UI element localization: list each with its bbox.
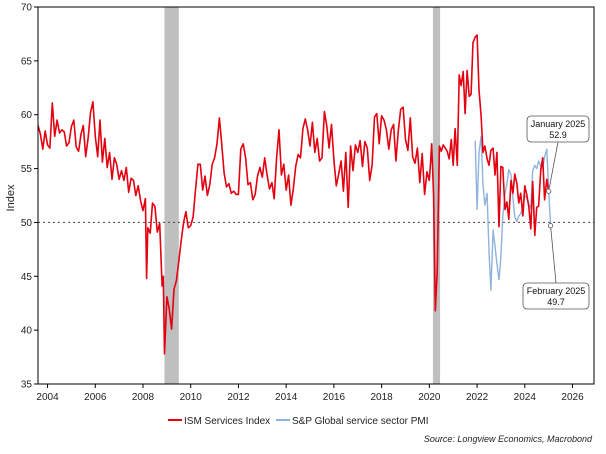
y-tick-label: 60	[21, 110, 33, 121]
x-tick-label: 2008	[132, 392, 155, 403]
callout-marker	[547, 223, 554, 229]
series-line-sp-global-pmi	[474, 135, 552, 291]
callout-label: February 2025	[527, 286, 586, 296]
axes: 35 40 45 50 55 60 65 70 2004 2006 2008 2010 2012 2014…	[21, 3, 595, 403]
x-tick-label: 2018	[370, 392, 393, 403]
callout-box	[526, 115, 590, 143]
x-tick-label: 2020	[418, 392, 441, 403]
legend-label-sp: S&P Global service sector PMI	[292, 416, 429, 427]
legend: ISM Services Index S&P Global service se…	[168, 416, 429, 427]
x-tick-label: 2016	[323, 392, 346, 403]
x-tick-label: 2026	[561, 392, 584, 403]
x-tick-label: 2024	[514, 392, 537, 403]
callout-marker	[546, 188, 552, 194]
y-tick-label: 50	[21, 218, 33, 229]
x-tick-label: 2006	[84, 392, 107, 403]
legend-label-ism: ISM Services Index	[184, 416, 270, 427]
source-note: Source: Longview Economics, Macrobond	[424, 434, 593, 444]
y-tick-label: 35	[21, 380, 33, 391]
callout-box	[522, 282, 590, 310]
callout-leader	[548, 141, 559, 192]
y-tick-label: 70	[21, 3, 33, 14]
callout-label: January 2025	[531, 119, 586, 129]
x-tick-label: 2010	[180, 392, 203, 403]
x-tick-label: 2004	[36, 392, 59, 403]
y-tick-label: 45	[21, 272, 33, 283]
plot-frame	[37, 6, 595, 385]
y-tick-label: 65	[21, 56, 33, 67]
y-tick-label: 40	[21, 326, 33, 337]
callout-value: 49.7	[547, 297, 565, 307]
recession-band-0	[164, 7, 179, 384]
x-tick-label: 2022	[466, 392, 489, 403]
x-tick-label: 2012	[227, 392, 250, 403]
x-tick-label: 2014	[275, 392, 298, 403]
series-line-ism-services	[37, 34, 550, 355]
y-axis-title: Index	[5, 184, 17, 211]
series-lines	[37, 34, 552, 355]
callout-leader	[550, 225, 557, 284]
y-tick-label: 55	[21, 164, 33, 175]
recession-band-1	[432, 7, 441, 384]
recession-bands	[164, 7, 441, 384]
callout-value: 52.9	[549, 130, 567, 140]
